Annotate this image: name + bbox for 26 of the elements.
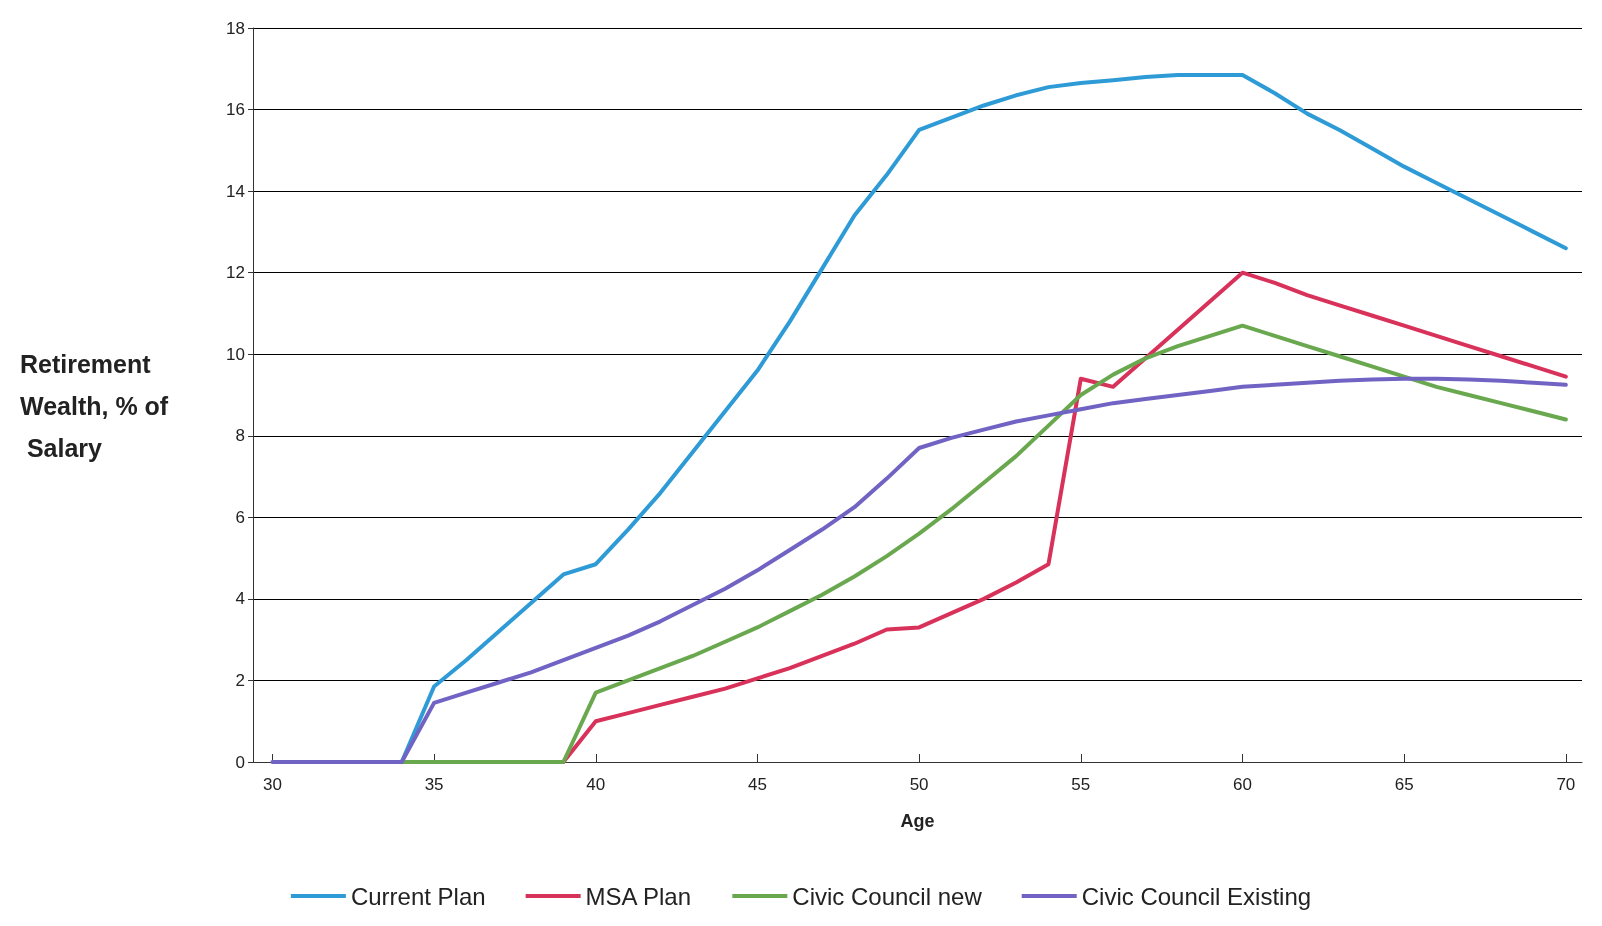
x-tick-label: 40 <box>586 775 606 794</box>
x-axis-title: Age <box>900 811 935 831</box>
x-tick-label: 30 <box>262 775 282 794</box>
x-tick-label: 50 <box>909 775 929 794</box>
y-tick-label: 0 <box>235 752 245 772</box>
line-series <box>270 376 1568 764</box>
legend-label: Civic Council new <box>792 882 983 910</box>
y-axis-title: Retirement Wealth, % of Salary <box>20 350 169 462</box>
y-tick-label: 12 <box>226 263 245 283</box>
legend-label: MSA Plan <box>585 882 691 910</box>
x-tick-label: 60 <box>1233 775 1252 794</box>
y-tick-label: 4 <box>235 589 245 609</box>
legend-label: Civic Council Existing <box>1081 882 1312 910</box>
y-tick-label: 16 <box>226 100 245 120</box>
y-tick-label: 8 <box>235 426 245 446</box>
y-tick-label: 6 <box>235 507 245 527</box>
x-tick-label: 45 <box>747 775 767 794</box>
y-tick-label: 2 <box>235 670 245 690</box>
y-tick-label: 18 <box>226 18 245 38</box>
x-tick-label: 35 <box>424 775 444 794</box>
x-tick-label: 70 <box>1556 775 1576 794</box>
y-tick-label: 14 <box>226 181 245 201</box>
legend-label: Current Plan <box>350 882 486 910</box>
x-tick-label: 65 <box>1394 775 1414 794</box>
y-tick-label: 10 <box>226 344 245 364</box>
x-tick-label: 55 <box>1071 775 1091 794</box>
